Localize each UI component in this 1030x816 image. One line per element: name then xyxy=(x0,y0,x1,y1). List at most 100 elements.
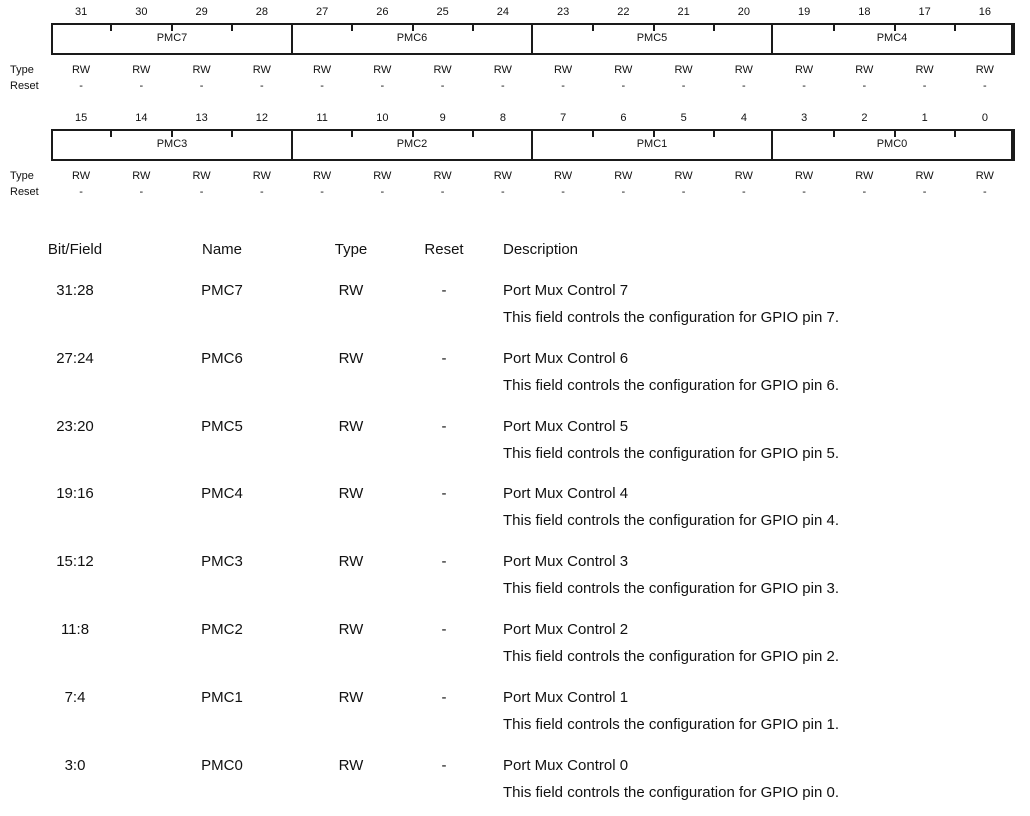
field-bits: 15:12 xyxy=(56,553,94,571)
register-box: PMC7 PMC6 PMC5 PMC4 xyxy=(51,23,1015,55)
bit-number: 28 xyxy=(255,6,268,18)
bit-number: 12 xyxy=(255,112,268,124)
reset-row-label: Reset xyxy=(10,80,39,92)
field-description-title: Port Mux Control 2 xyxy=(503,621,629,638)
register-field: PMC2 xyxy=(293,131,533,159)
bit-tick xyxy=(230,131,233,137)
field-description-title: Port Mux Control 4 xyxy=(503,485,629,503)
bit-reset: - xyxy=(501,80,505,92)
field-bits: 7:4 xyxy=(64,688,86,706)
field-reset: - xyxy=(441,485,447,503)
bit-type: RW xyxy=(493,64,512,76)
bit-number: 1 xyxy=(921,112,928,124)
bit-tick xyxy=(953,131,956,137)
bit-tick xyxy=(592,131,595,137)
bit-type: RW xyxy=(674,64,693,76)
field-bits: 31:28 xyxy=(56,282,94,299)
type-row-label: Type xyxy=(10,64,34,76)
field-name: PMC2 xyxy=(201,621,243,638)
bit-tick xyxy=(712,25,715,31)
bit-tick xyxy=(170,25,173,31)
bit-reset: - xyxy=(922,80,927,92)
bit-reset: - xyxy=(260,80,264,92)
bit-reset: - xyxy=(561,186,565,198)
field-type: RW xyxy=(338,485,364,503)
bit-type: RW xyxy=(373,170,392,182)
bit-number: 3 xyxy=(801,112,808,124)
bit-tick xyxy=(110,25,113,31)
field-bits: 11:8 xyxy=(60,621,90,638)
bit-reset: - xyxy=(79,186,83,198)
bit-type: RW xyxy=(252,170,271,182)
bit-number: 11 xyxy=(316,112,328,124)
bit-reset: - xyxy=(681,186,686,198)
bit-reset: - xyxy=(862,186,867,198)
bit-number: 0 xyxy=(981,112,988,124)
bit-tick xyxy=(893,25,896,31)
bit-reset: - xyxy=(742,186,746,198)
header-name: Name xyxy=(201,241,242,258)
bit-reset: - xyxy=(621,186,626,198)
bit-tick xyxy=(833,131,836,137)
bit-type: RW xyxy=(554,64,573,76)
bit-reset: - xyxy=(802,186,806,198)
bit-reset: - xyxy=(139,186,144,198)
bit-tick xyxy=(712,131,715,137)
field-reset: - xyxy=(441,756,447,774)
bit-type: RW xyxy=(734,64,753,76)
bit-reset: - xyxy=(320,186,324,198)
bit-reset: - xyxy=(621,80,626,92)
field-description-title: Port Mux Control 0 xyxy=(503,756,629,774)
bit-type: RW xyxy=(554,170,573,182)
field-reset: - xyxy=(441,349,447,367)
bit-number: 14 xyxy=(135,112,148,124)
field-bits: 23:20 xyxy=(56,417,94,435)
bit-reset: - xyxy=(380,186,385,198)
bit-type: RW xyxy=(313,170,332,182)
bit-reset: - xyxy=(440,80,445,92)
bit-tick xyxy=(471,25,474,31)
bit-type: RW xyxy=(373,64,392,76)
bit-tick xyxy=(230,25,233,31)
field-reset: - xyxy=(441,621,447,638)
bit-number: 22 xyxy=(617,6,630,18)
bit-tick xyxy=(652,25,655,31)
bit-reset: - xyxy=(501,186,505,198)
field-description-detail: This field controls the configuration fo… xyxy=(503,648,839,665)
bit-number: 21 xyxy=(677,6,690,18)
header-bitfield: Bit/Field xyxy=(47,241,103,258)
field-description-title: Port Mux Control 1 xyxy=(503,688,629,706)
bit-type: RW xyxy=(614,64,633,76)
bit-reset: - xyxy=(320,80,324,92)
bit-number: 4 xyxy=(740,112,747,124)
bit-type: RW xyxy=(915,64,934,76)
bit-tick xyxy=(351,25,354,31)
bit-reset: - xyxy=(561,80,565,92)
field-type: RW xyxy=(338,417,364,435)
bit-number: 7 xyxy=(560,112,567,124)
field-bits: 27:24 xyxy=(56,349,94,367)
bit-type: RW xyxy=(192,170,211,182)
bit-type: RW xyxy=(433,64,452,76)
bit-type: RW xyxy=(72,170,91,182)
bit-reset: - xyxy=(440,186,445,198)
field-description-detail: This field controls the configuration fo… xyxy=(503,512,839,530)
bit-number: 20 xyxy=(737,6,750,18)
bit-type: RW xyxy=(674,170,693,182)
bit-number: 27 xyxy=(316,6,329,18)
field-description-detail: This field controls the configuration fo… xyxy=(503,444,839,462)
bit-number: 5 xyxy=(680,112,687,124)
bit-type: RW xyxy=(252,64,271,76)
bit-type: RW xyxy=(915,170,934,182)
field-description-detail: This field controls the configuration fo… xyxy=(503,783,839,801)
bit-tick xyxy=(411,131,414,137)
field-name: PMC1 xyxy=(201,688,243,706)
bit-reset: - xyxy=(139,80,144,92)
bit-type: RW xyxy=(433,170,452,182)
bit-reset: - xyxy=(922,186,927,198)
bit-number: 18 xyxy=(858,6,871,18)
bit-tick xyxy=(893,131,896,137)
register-box: PMC3 PMC2 PMC1 PMC0 xyxy=(51,129,1015,161)
register-field: PMC4 xyxy=(773,25,1013,53)
register-field: PMC0 xyxy=(773,131,1013,159)
